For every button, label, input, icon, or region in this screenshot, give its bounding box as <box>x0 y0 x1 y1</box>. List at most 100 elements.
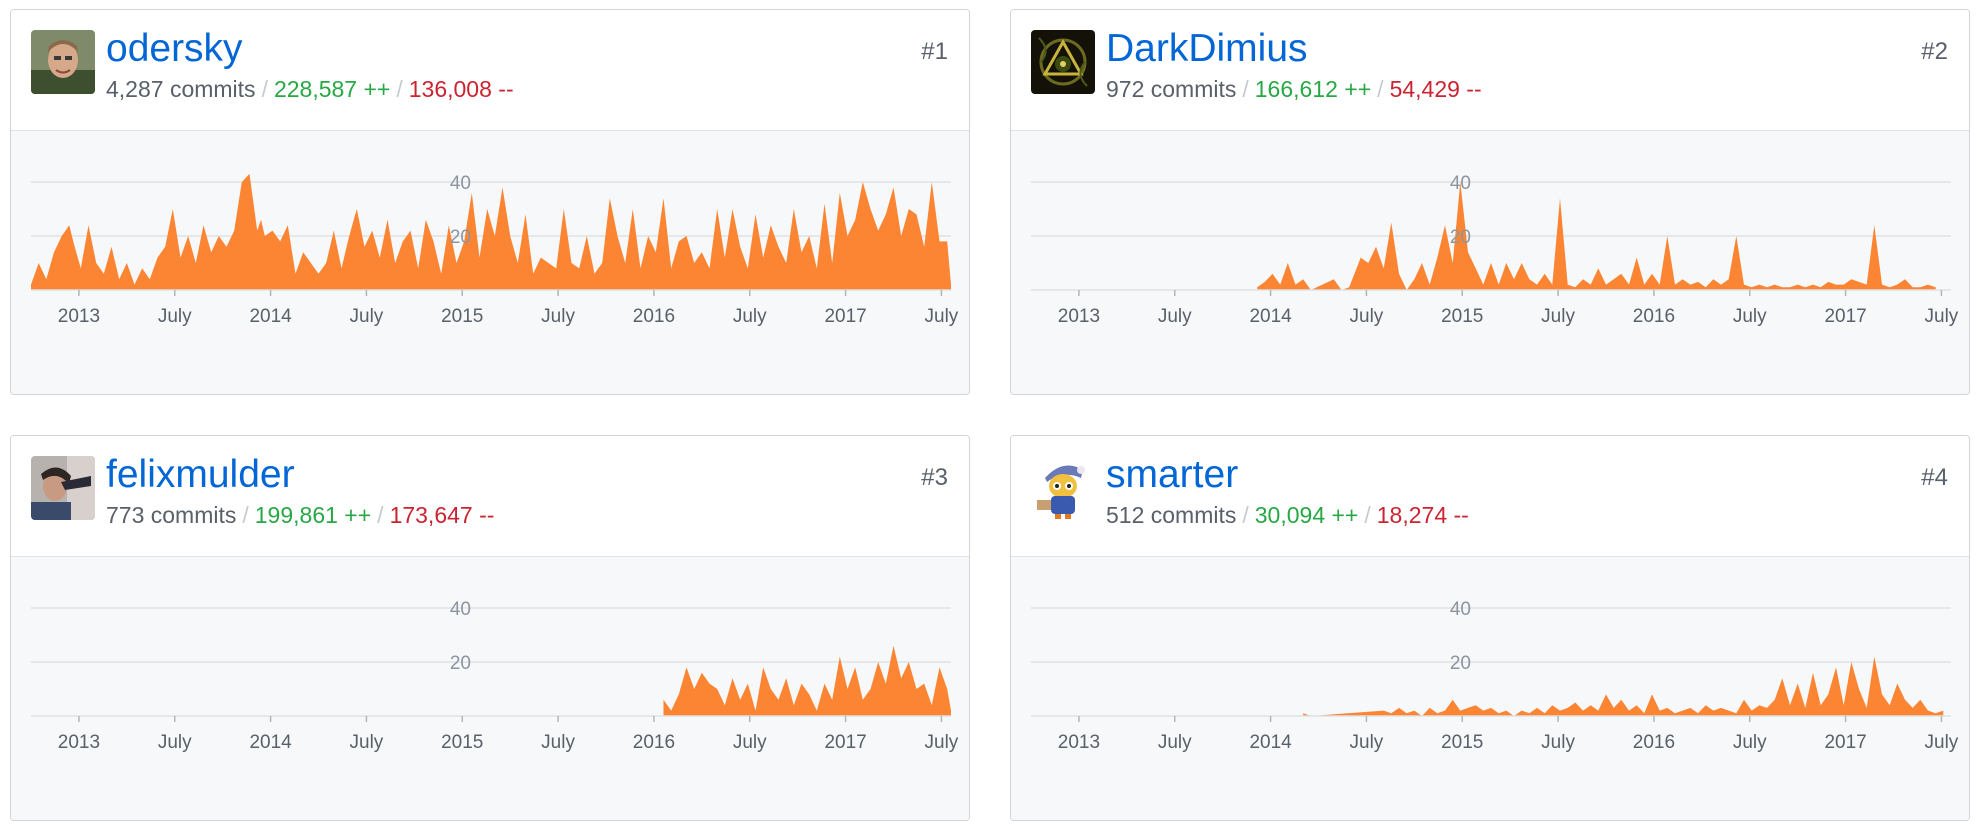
deletions-count: 136,008 -- <box>408 76 514 102</box>
x-tick-label: July <box>541 306 575 327</box>
x-tick-label: July <box>733 306 767 327</box>
avatar[interactable] <box>1031 456 1095 520</box>
x-tick-label: July <box>925 732 959 753</box>
separator: / <box>261 76 268 102</box>
chart-svg: 20 40 2013 July 2014 July 2015 July 2016 July 2017… <box>31 599 959 753</box>
avatar-fractal-darkdimius-icon <box>1031 30 1095 94</box>
x-tick-label: 2013 <box>58 732 100 753</box>
commit-count[interactable]: 773 commits <box>106 502 237 528</box>
separator: / <box>242 502 249 528</box>
username-link[interactable]: felixmulder <box>106 453 295 496</box>
separator: / <box>377 502 384 528</box>
contribution-stats: 972 commits/166,612 ++/54,429 -- <box>1106 76 1482 103</box>
separator: / <box>1242 502 1249 528</box>
additions-count: 166,612 ++ <box>1254 76 1372 102</box>
x-tick-label: July <box>925 306 959 327</box>
commit-activity-chart: 20 40 2013 July 2014 July 2015 July 2016 July 2017… <box>11 131 969 394</box>
avatar-photo-felixmulder-icon <box>31 456 95 520</box>
username-link[interactable]: smarter <box>1106 453 1239 496</box>
username-link[interactable]: odersky <box>106 27 243 70</box>
avatar[interactable] <box>1031 30 1095 94</box>
separator: / <box>396 76 403 102</box>
y-tick-label: 40 <box>450 173 471 194</box>
x-tick-label: 2014 <box>249 306 292 327</box>
contribution-stats: 512 commits/30,094 ++/18,274 -- <box>1106 502 1469 529</box>
additions-count: 228,587 ++ <box>273 76 391 102</box>
commit-area-series <box>663 645 951 716</box>
deletions-count: 173,647 -- <box>389 502 495 528</box>
x-tick-label: 2013 <box>58 306 100 327</box>
y-tick-label: 40 <box>1450 173 1471 194</box>
x-tick-label: July <box>1925 306 1959 327</box>
avatar[interactable] <box>31 456 95 520</box>
commit-activity-chart: 20 40 2013 July 2014 July 2015 July 2016 July 2017… <box>1011 131 1969 394</box>
rank-label: #2 <box>1921 38 1948 65</box>
contributor-card: odersky #1 4,287 commits/228,587 ++/136,… <box>10 9 970 395</box>
x-tick-label: July <box>1925 732 1959 753</box>
x-tick-label: 2013 <box>1058 732 1100 753</box>
avatar-photo-odersky-icon <box>31 30 95 94</box>
x-tick-label: July <box>1541 732 1575 753</box>
contribution-stats: 4,287 commits/228,587 ++/136,008 -- <box>106 76 514 103</box>
card-header: odersky #1 4,287 commits/228,587 ++/136,… <box>11 10 969 131</box>
x-tick-label: July <box>350 306 384 327</box>
commit-area-series <box>1257 182 1936 290</box>
x-tick-label: 2017 <box>824 306 866 327</box>
x-tick-label: July <box>158 306 192 327</box>
deletions-count: 54,429 -- <box>1389 76 1482 102</box>
x-tick-label: July <box>1158 306 1192 327</box>
y-tick-label: 20 <box>1450 653 1471 674</box>
contributor-card: smarter #4 512 commits/30,094 ++/18,274 … <box>1010 435 1970 821</box>
x-tick-label: 2015 <box>441 306 483 327</box>
rank-label: #3 <box>921 464 948 491</box>
x-tick-label: 2017 <box>1824 732 1866 753</box>
avatar-cartoon-smarter-icon <box>1031 456 1095 520</box>
contribution-stats: 773 commits/199,861 ++/173,647 -- <box>106 502 494 529</box>
x-tick-label: 2016 <box>1633 306 1675 327</box>
x-tick-label: 2014 <box>249 732 292 753</box>
card-header: DarkDimius #2 972 commits/166,612 ++/54,… <box>1011 10 1969 131</box>
commit-count[interactable]: 4,287 commits <box>106 76 256 102</box>
separator: / <box>1377 76 1384 102</box>
x-tick-label: 2015 <box>1441 732 1483 753</box>
separator: / <box>1364 502 1371 528</box>
x-tick-label: 2013 <box>1058 306 1100 327</box>
y-tick-label: 20 <box>1450 227 1471 248</box>
contributor-card: felixmulder #3 773 commits/199,861 ++/17… <box>10 435 970 821</box>
chart-svg: 20 40 2013 July 2014 July 2015 July 2016 July 2017… <box>1031 173 1959 327</box>
commit-activity-chart: 20 40 2013 July 2014 July 2015 July 2016 July 2017… <box>1011 557 1969 820</box>
avatar[interactable] <box>31 30 95 94</box>
rank-label: #1 <box>921 38 948 65</box>
x-tick-label: 2017 <box>824 732 866 753</box>
x-tick-label: 2015 <box>441 732 483 753</box>
x-tick-label: July <box>350 732 384 753</box>
contributor-card: DarkDimius #2 972 commits/166,612 ++/54,… <box>1010 9 1970 395</box>
x-tick-label: 2016 <box>1633 732 1675 753</box>
y-tick-label: 40 <box>450 599 471 620</box>
x-tick-label: July <box>541 732 575 753</box>
x-tick-label: July <box>1350 306 1384 327</box>
y-tick-label: 20 <box>450 653 471 674</box>
card-header: smarter #4 512 commits/30,094 ++/18,274 … <box>1011 436 1969 557</box>
x-tick-label: July <box>1541 306 1575 327</box>
commit-activity-chart: 20 40 2013 July 2014 July 2015 July 2016 July 2017… <box>11 557 969 820</box>
x-tick-label: 2014 <box>1249 306 1292 327</box>
deletions-count: 18,274 -- <box>1376 502 1469 528</box>
additions-count: 30,094 ++ <box>1254 502 1359 528</box>
additions-count: 199,861 ++ <box>254 502 372 528</box>
x-tick-label: 2016 <box>633 306 675 327</box>
commit-count[interactable]: 512 commits <box>1106 502 1237 528</box>
commit-area-series <box>31 173 951 290</box>
commit-count[interactable]: 972 commits <box>1106 76 1237 102</box>
rank-label: #4 <box>1921 464 1948 491</box>
separator: / <box>1242 76 1249 102</box>
y-tick-label: 40 <box>1450 599 1471 620</box>
x-tick-label: July <box>1733 732 1767 753</box>
x-tick-label: July <box>1350 732 1384 753</box>
card-header: felixmulder #3 773 commits/199,861 ++/17… <box>11 436 969 557</box>
username-link[interactable]: DarkDimius <box>1106 27 1308 70</box>
x-tick-label: July <box>1733 306 1767 327</box>
chart-svg: 20 40 2013 July 2014 July 2015 July 2016 July 2017… <box>31 173 959 327</box>
x-tick-label: 2015 <box>1441 306 1483 327</box>
x-tick-label: July <box>158 732 192 753</box>
